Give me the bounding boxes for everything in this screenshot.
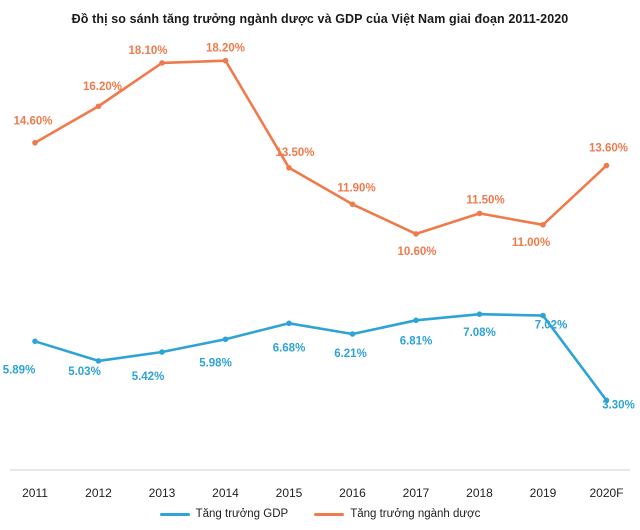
data-point-0-2016[interactable] <box>349 331 356 337</box>
data-label-0-2017: 6.81% <box>400 335 433 347</box>
data-point-1-2016[interactable] <box>349 201 356 208</box>
data-point-0-2014[interactable] <box>222 336 229 343</box>
data-point-0-2015[interactable] <box>286 320 292 327</box>
data-point-0-2017[interactable] <box>413 317 419 324</box>
data-label-0-2018: 7.08% <box>463 327 496 339</box>
data-label-0-2016: 6.21% <box>334 348 367 360</box>
chart-title: Đồ thị so sánh tăng trưởng ngành dược và… <box>71 12 569 26</box>
x-tick-label-2018: 2018 <box>466 486 493 500</box>
x-tick-label-2014: 2014 <box>212 486 239 500</box>
data-label-1-2019: 11.00% <box>512 237 550 249</box>
data-point-1-2015[interactable] <box>286 165 292 171</box>
data-label-0-2014: 5.98% <box>199 357 232 369</box>
legend-item-pharma[interactable]: Tăng trưởng ngành dược <box>314 508 480 520</box>
x-tick-label-2017: 2017 <box>403 486 430 500</box>
data-point-1-2014[interactable] <box>222 57 229 64</box>
legend-label-pharma: Tăng trưởng ngành dược <box>350 508 481 520</box>
data-point-1-2019[interactable] <box>540 222 546 228</box>
x-tick-label-2011: 2011 <box>22 486 48 500</box>
data-point-0-2018[interactable] <box>476 311 483 317</box>
data-point-1-2013[interactable] <box>159 60 165 66</box>
data-point-0-2012[interactable] <box>95 358 102 364</box>
data-label-0-2013: 5.42% <box>132 371 165 383</box>
data-point-1-2018[interactable] <box>476 210 483 217</box>
data-label-0-2015: 6.68% <box>273 342 306 354</box>
x-tick-label-2019: 2019 <box>530 486 557 500</box>
data-label-0-2020F: 3.30% <box>602 399 635 411</box>
x-tick-label-2015: 2015 <box>276 486 303 500</box>
data-point-1-2012[interactable] <box>95 103 102 110</box>
data-label-1-2015: 13.50% <box>275 147 314 159</box>
data-label-1-2017: 10.60% <box>397 246 436 258</box>
data-label-1-2014: 18.20% <box>206 43 245 55</box>
data-point-0-2013[interactable] <box>159 349 165 355</box>
data-point-0-2020F[interactable] <box>603 397 610 404</box>
data-label-1-2016: 11.90% <box>337 182 375 194</box>
legend-item-gdp[interactable]: Tăng trưởng GDP <box>159 508 289 520</box>
data-point-1-2020F[interactable] <box>603 162 610 169</box>
x-tick-label-2013: 2013 <box>149 486 176 500</box>
x-tick-label-2016: 2016 <box>339 486 366 500</box>
legend-label-gdp: Tăng trưởng GDP <box>195 508 289 520</box>
legend-swatch-gdp <box>159 512 190 516</box>
data-point-1-2011[interactable] <box>32 139 38 146</box>
data-label-0-2012: 5.03% <box>68 366 101 378</box>
x-tick-label-2012: 2012 <box>85 486 112 500</box>
data-label-1-2013: 18.10% <box>128 45 167 57</box>
series-line-0 <box>34 312 608 402</box>
legend-swatch-pharma <box>314 512 345 516</box>
x-tick-label-2020F: 2020F <box>589 486 623 500</box>
data-point-1-2017[interactable] <box>413 231 419 237</box>
data-label-1-2012: 16.20% <box>83 81 122 93</box>
data-label-0-2011: 5.89% <box>3 364 36 376</box>
legend: Tăng trưởng GDP Tăng trưởng ngành dược <box>0 508 640 520</box>
data-label-1-2018: 11.50% <box>466 194 504 206</box>
data-point-0-2019[interactable] <box>540 312 546 319</box>
data-label-1-2011: 14.60% <box>13 116 52 128</box>
data-label-0-2019: 7.02% <box>535 320 568 332</box>
series-line-1 <box>34 59 608 236</box>
data-point-0-2011[interactable] <box>32 338 38 345</box>
data-label-1-2020F: 13.60% <box>589 143 628 155</box>
line-chart: 2011 2012 2013 2014 2015 2016 2017 2018 2019 2020… <box>3 43 635 500</box>
